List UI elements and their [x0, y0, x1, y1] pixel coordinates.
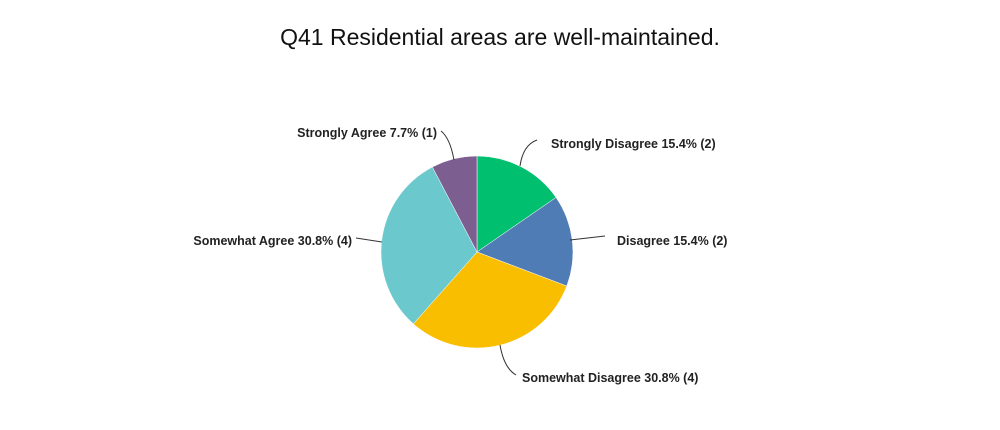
pie-slice-disagree — [476, 197, 574, 287]
slice-label-strongly-agree: Strongly Agree 7.7% (1) — [297, 126, 437, 140]
pie-slices — [380, 155, 574, 349]
leader-line-somewhat-agree — [355, 237, 383, 243]
leader-line-strongly-disagree — [519, 139, 538, 167]
slice-label-somewhat-disagree: Somewhat Disagree 30.8% (4) — [522, 371, 698, 385]
slice-label-somewhat-agree: Somewhat Agree 30.8% (4) — [193, 234, 352, 248]
leader-line-disagree — [569, 235, 606, 241]
leader-line-strongly-agree — [440, 130, 455, 161]
pie-slice-strongly-disagree — [476, 155, 557, 253]
slice-label-strongly-disagree: Strongly Disagree 15.4% (2) — [551, 137, 716, 151]
pie-leader-lines — [355, 130, 606, 376]
pie-slice-somewhat-agree — [380, 166, 478, 325]
leader-line-somewhat-disagree — [499, 344, 517, 376]
slice-label-disagree: Disagree 15.4% (2) — [617, 234, 727, 248]
pie-labels: Strongly Disagree 15.4% (2) Disagree 15.4… — [193, 126, 727, 385]
chart-title: Q41 Residential areas are well-maintaine… — [280, 24, 720, 50]
